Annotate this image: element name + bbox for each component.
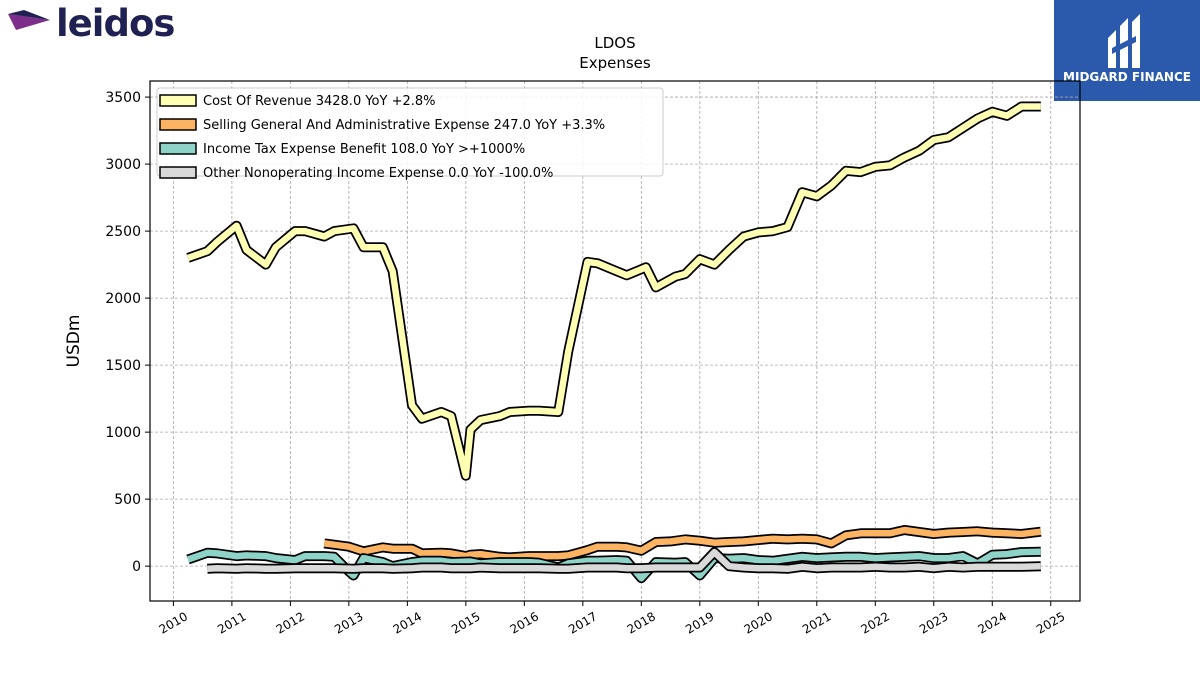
series-layer [186, 101, 1042, 584]
legend-label: Cost Of Revenue 3428.0 YoY +2.8% [203, 94, 436, 109]
y-tick-label: 0 [132, 559, 141, 575]
plot-frame [149, 80, 1081, 602]
midgard-logo-text: MIDGARD FINANCE [1063, 70, 1191, 84]
leidos-logo: leidos [6, 2, 176, 48]
x-tick-label: 2023 [917, 609, 950, 636]
y-tick-label: 3000 [105, 157, 141, 173]
legend-label: Selling General And Administrative Expen… [203, 118, 605, 133]
income-tax-expense-benefit-line [186, 548, 1041, 582]
x-tick-label: 2021 [800, 609, 833, 636]
y-tick-label: 1500 [105, 358, 141, 374]
y-tick-label: 2000 [105, 291, 141, 307]
legend-swatch [159, 94, 197, 107]
x-tick-label: 2011 [215, 609, 248, 636]
midgard-emblem-icon [1108, 14, 1140, 68]
chart-title: LDOS [594, 34, 635, 52]
other-nonoperating-income-expense-line [207, 548, 1041, 573]
selling-general-and-administrative-expense-line [323, 526, 1042, 561]
legend: Cost Of Revenue 3428.0 YoY +2.8% Selling … [156, 87, 664, 181]
legend-swatch [159, 118, 197, 131]
x-tick-label: 2020 [742, 609, 775, 636]
y-tick-label: 3500 [105, 90, 141, 106]
leidos-arrow-icon [8, 10, 50, 30]
x-tick-label: 2014 [391, 609, 424, 636]
chart-subtitle: Expenses [579, 54, 651, 72]
leidos-logo-text: leidos [56, 2, 175, 45]
midgard-finance-logo: MIDGARD FINANCE [1054, 0, 1200, 101]
x-tick-label: 2025 [1034, 609, 1067, 636]
y-tick-label: 2500 [105, 224, 141, 240]
y-tick-label: 500 [114, 492, 141, 508]
y-axis-label: USDm [64, 315, 84, 368]
x-tick-label: 2010 [157, 609, 190, 636]
x-tick-label: 2024 [976, 609, 1009, 636]
x-tick-label: 2017 [566, 609, 599, 636]
x-tick-label: 2013 [332, 609, 365, 636]
x-tick-label: 2019 [683, 609, 716, 636]
x-tick-label: 2015 [449, 609, 482, 636]
x-tick-label: 2022 [859, 609, 892, 636]
x-tick-label: 2012 [274, 609, 307, 636]
legend-swatch [159, 166, 197, 179]
x-tick-label: 2016 [508, 609, 541, 636]
legend-label: Income Tax Expense Benefit 108.0 YoY >+1… [203, 142, 525, 157]
legend-swatch [159, 142, 197, 155]
legend-label: Other Nonoperating Income Expense 0.0 Yo… [203, 166, 553, 181]
cost-of-revenue-line [186, 103, 1041, 479]
x-tick-label: 2018 [625, 609, 658, 636]
y-tick-label: 1000 [105, 425, 141, 441]
legend-box [156, 87, 664, 177]
